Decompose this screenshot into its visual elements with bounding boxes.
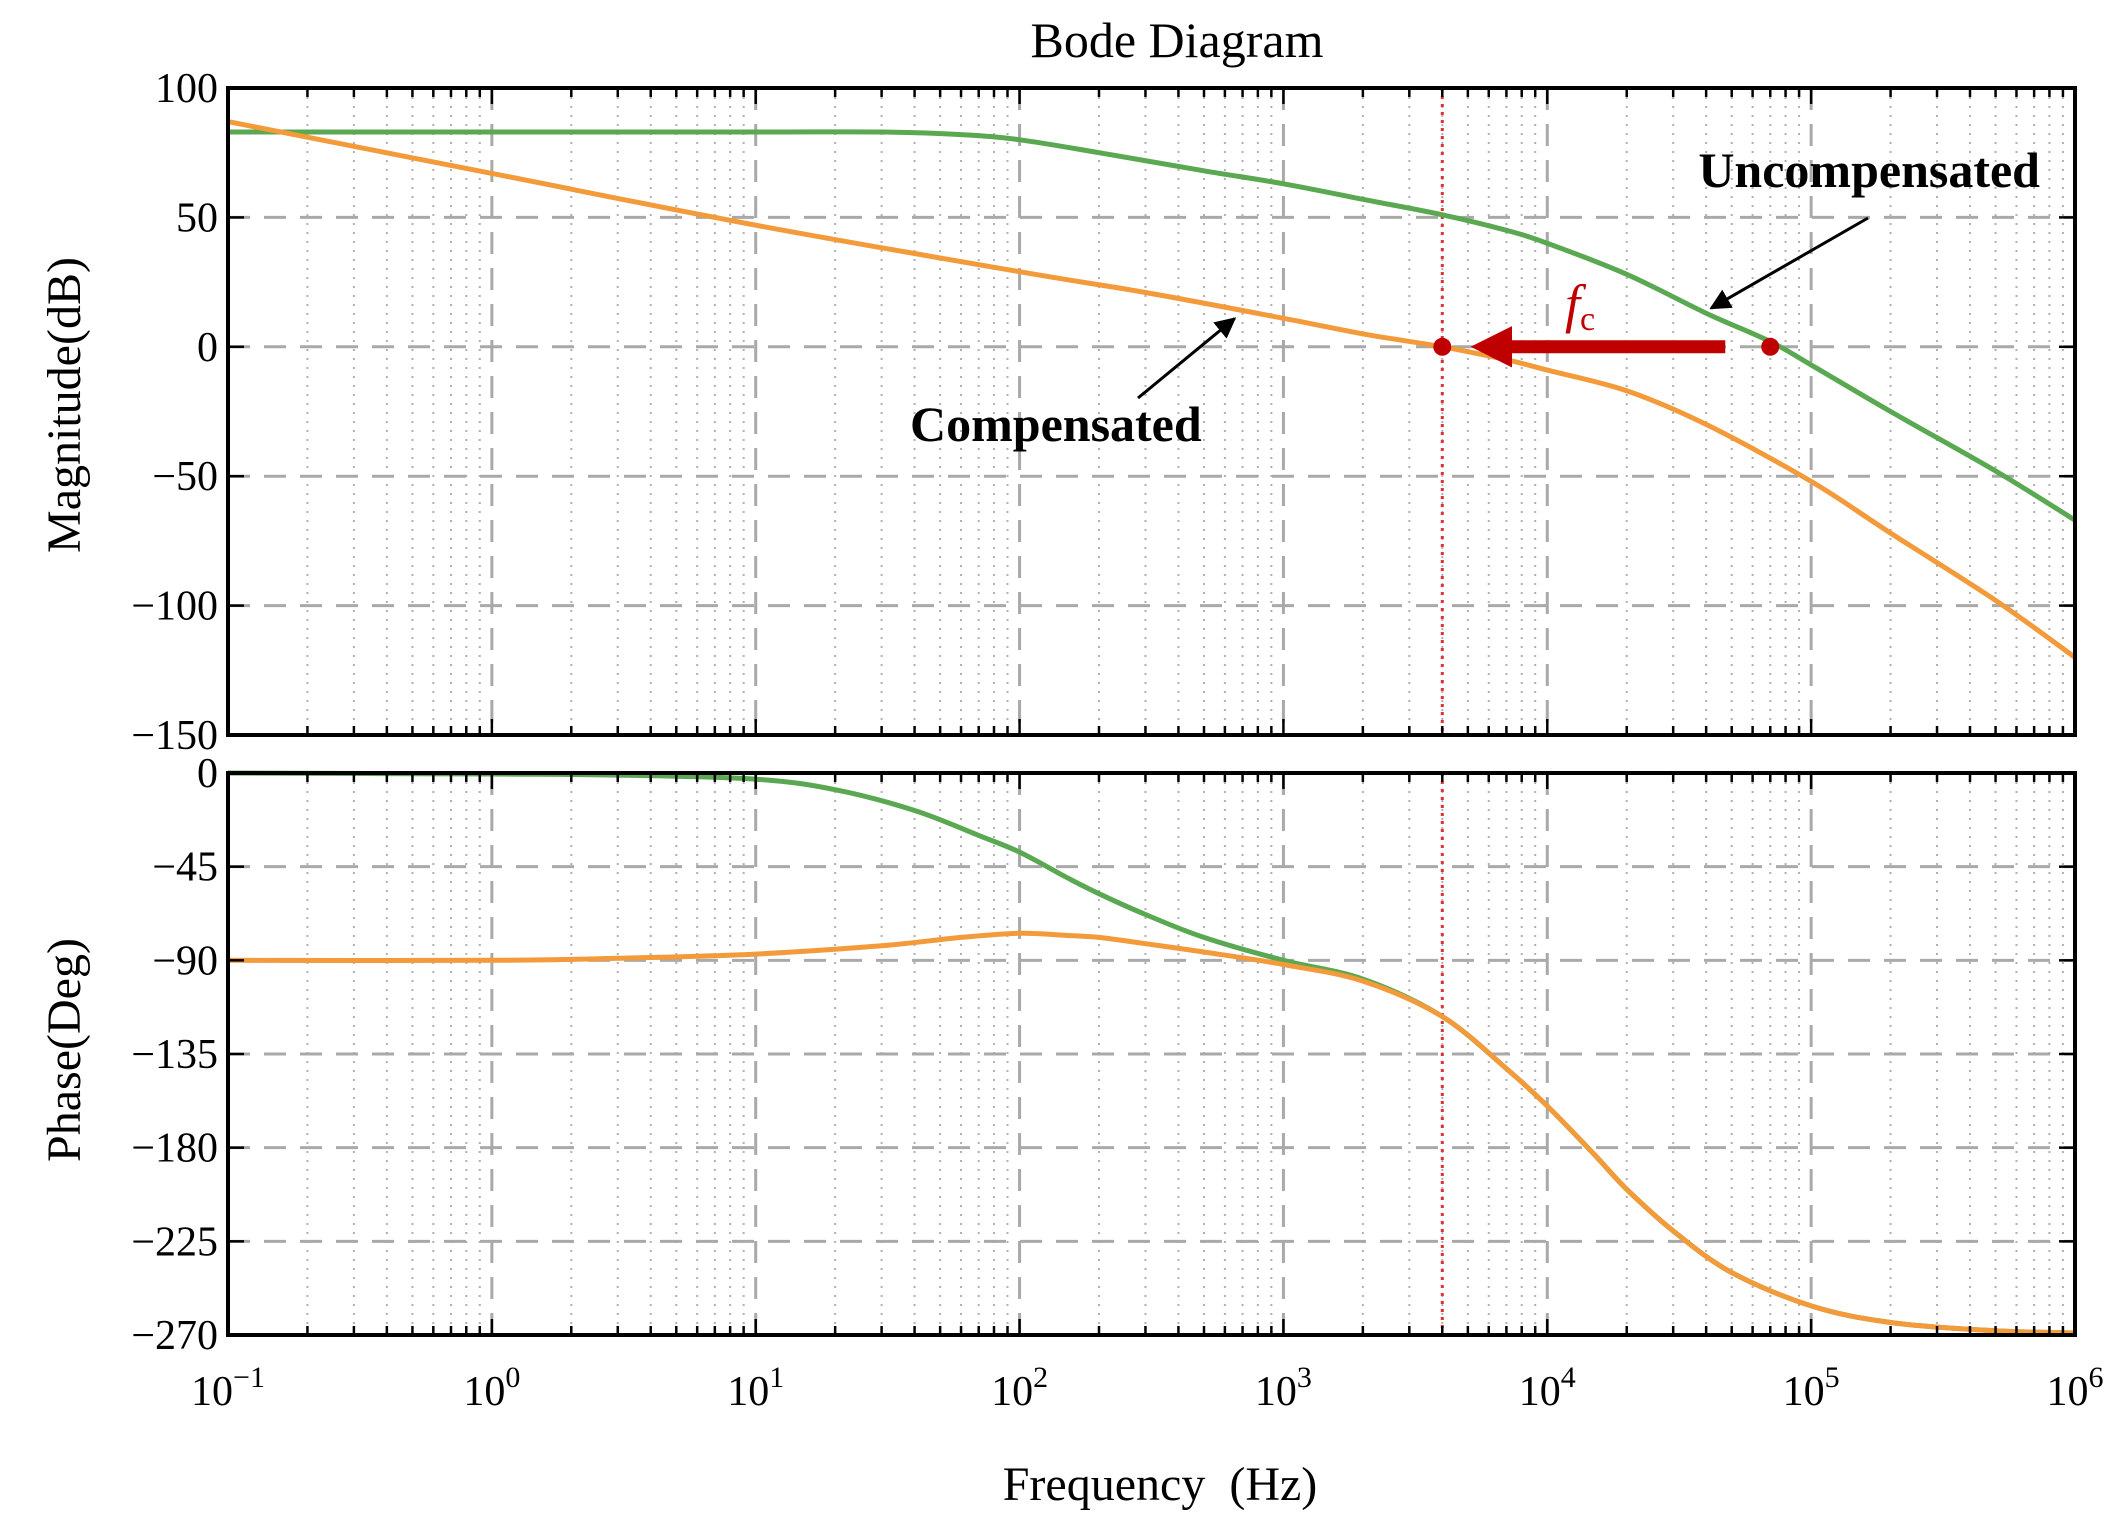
y-tick-label: −180 <box>131 1126 218 1172</box>
x-tick-label: 102 <box>991 1361 1048 1415</box>
x-tick-label: 101 <box>727 1361 784 1415</box>
magnitude-ylabel: Magnitude(dB) <box>38 257 91 553</box>
plot-frame <box>226 86 2077 737</box>
x-tick-label: 106 <box>2047 1361 2104 1415</box>
y-tick-label: −90 <box>152 938 218 984</box>
y-tick-label: −135 <box>131 1032 218 1078</box>
phase-ylabel: Phase(Deg) <box>38 938 91 1162</box>
x-tick-label: 104 <box>1519 1361 1576 1415</box>
arrow-compensated <box>1137 317 1237 400</box>
magnitude-series-uncompensated <box>228 129 2077 523</box>
magnitude-series-compensated <box>227 119 2077 660</box>
y-tick-label: −150 <box>131 713 218 759</box>
y-tick-label: −270 <box>131 1313 218 1359</box>
phase-series-compensated <box>227 930 2076 1336</box>
crossover-marker <box>1433 337 1452 356</box>
arrow-uncompensated <box>1709 216 1869 310</box>
y-tick-label: −45 <box>152 845 218 891</box>
label-compensated: Compensated <box>910 396 1202 452</box>
x-tick-label: 105 <box>1783 1361 1840 1415</box>
x-tick-label: 10−1 <box>191 1361 265 1415</box>
magnitude-plot: 100 50 0 −50 −100 −150 Uncompensated Compensate… <box>131 66 2077 759</box>
frequency-xlabel: Frequency (Hz) <box>1003 1458 1318 1511</box>
x-tick-label: 103 <box>1255 1361 1312 1415</box>
y-tick-label: 50 <box>176 195 218 241</box>
chart-title: Bode Diagram <box>1031 12 1324 68</box>
y-tick-label: 100 <box>155 66 218 112</box>
y-tick-label: −100 <box>131 584 218 630</box>
y-tick-label: −50 <box>152 454 218 500</box>
y-tick-label: 0 <box>197 751 218 797</box>
label-uncompensated: Uncompensated <box>1698 142 2040 198</box>
crossover-marker <box>1761 337 1780 356</box>
x-tick-label: 100 <box>463 1361 520 1415</box>
y-tick-label: 0 <box>197 325 218 371</box>
fc-label: fc <box>1565 274 1595 338</box>
y-tick-label: −225 <box>131 1219 218 1265</box>
